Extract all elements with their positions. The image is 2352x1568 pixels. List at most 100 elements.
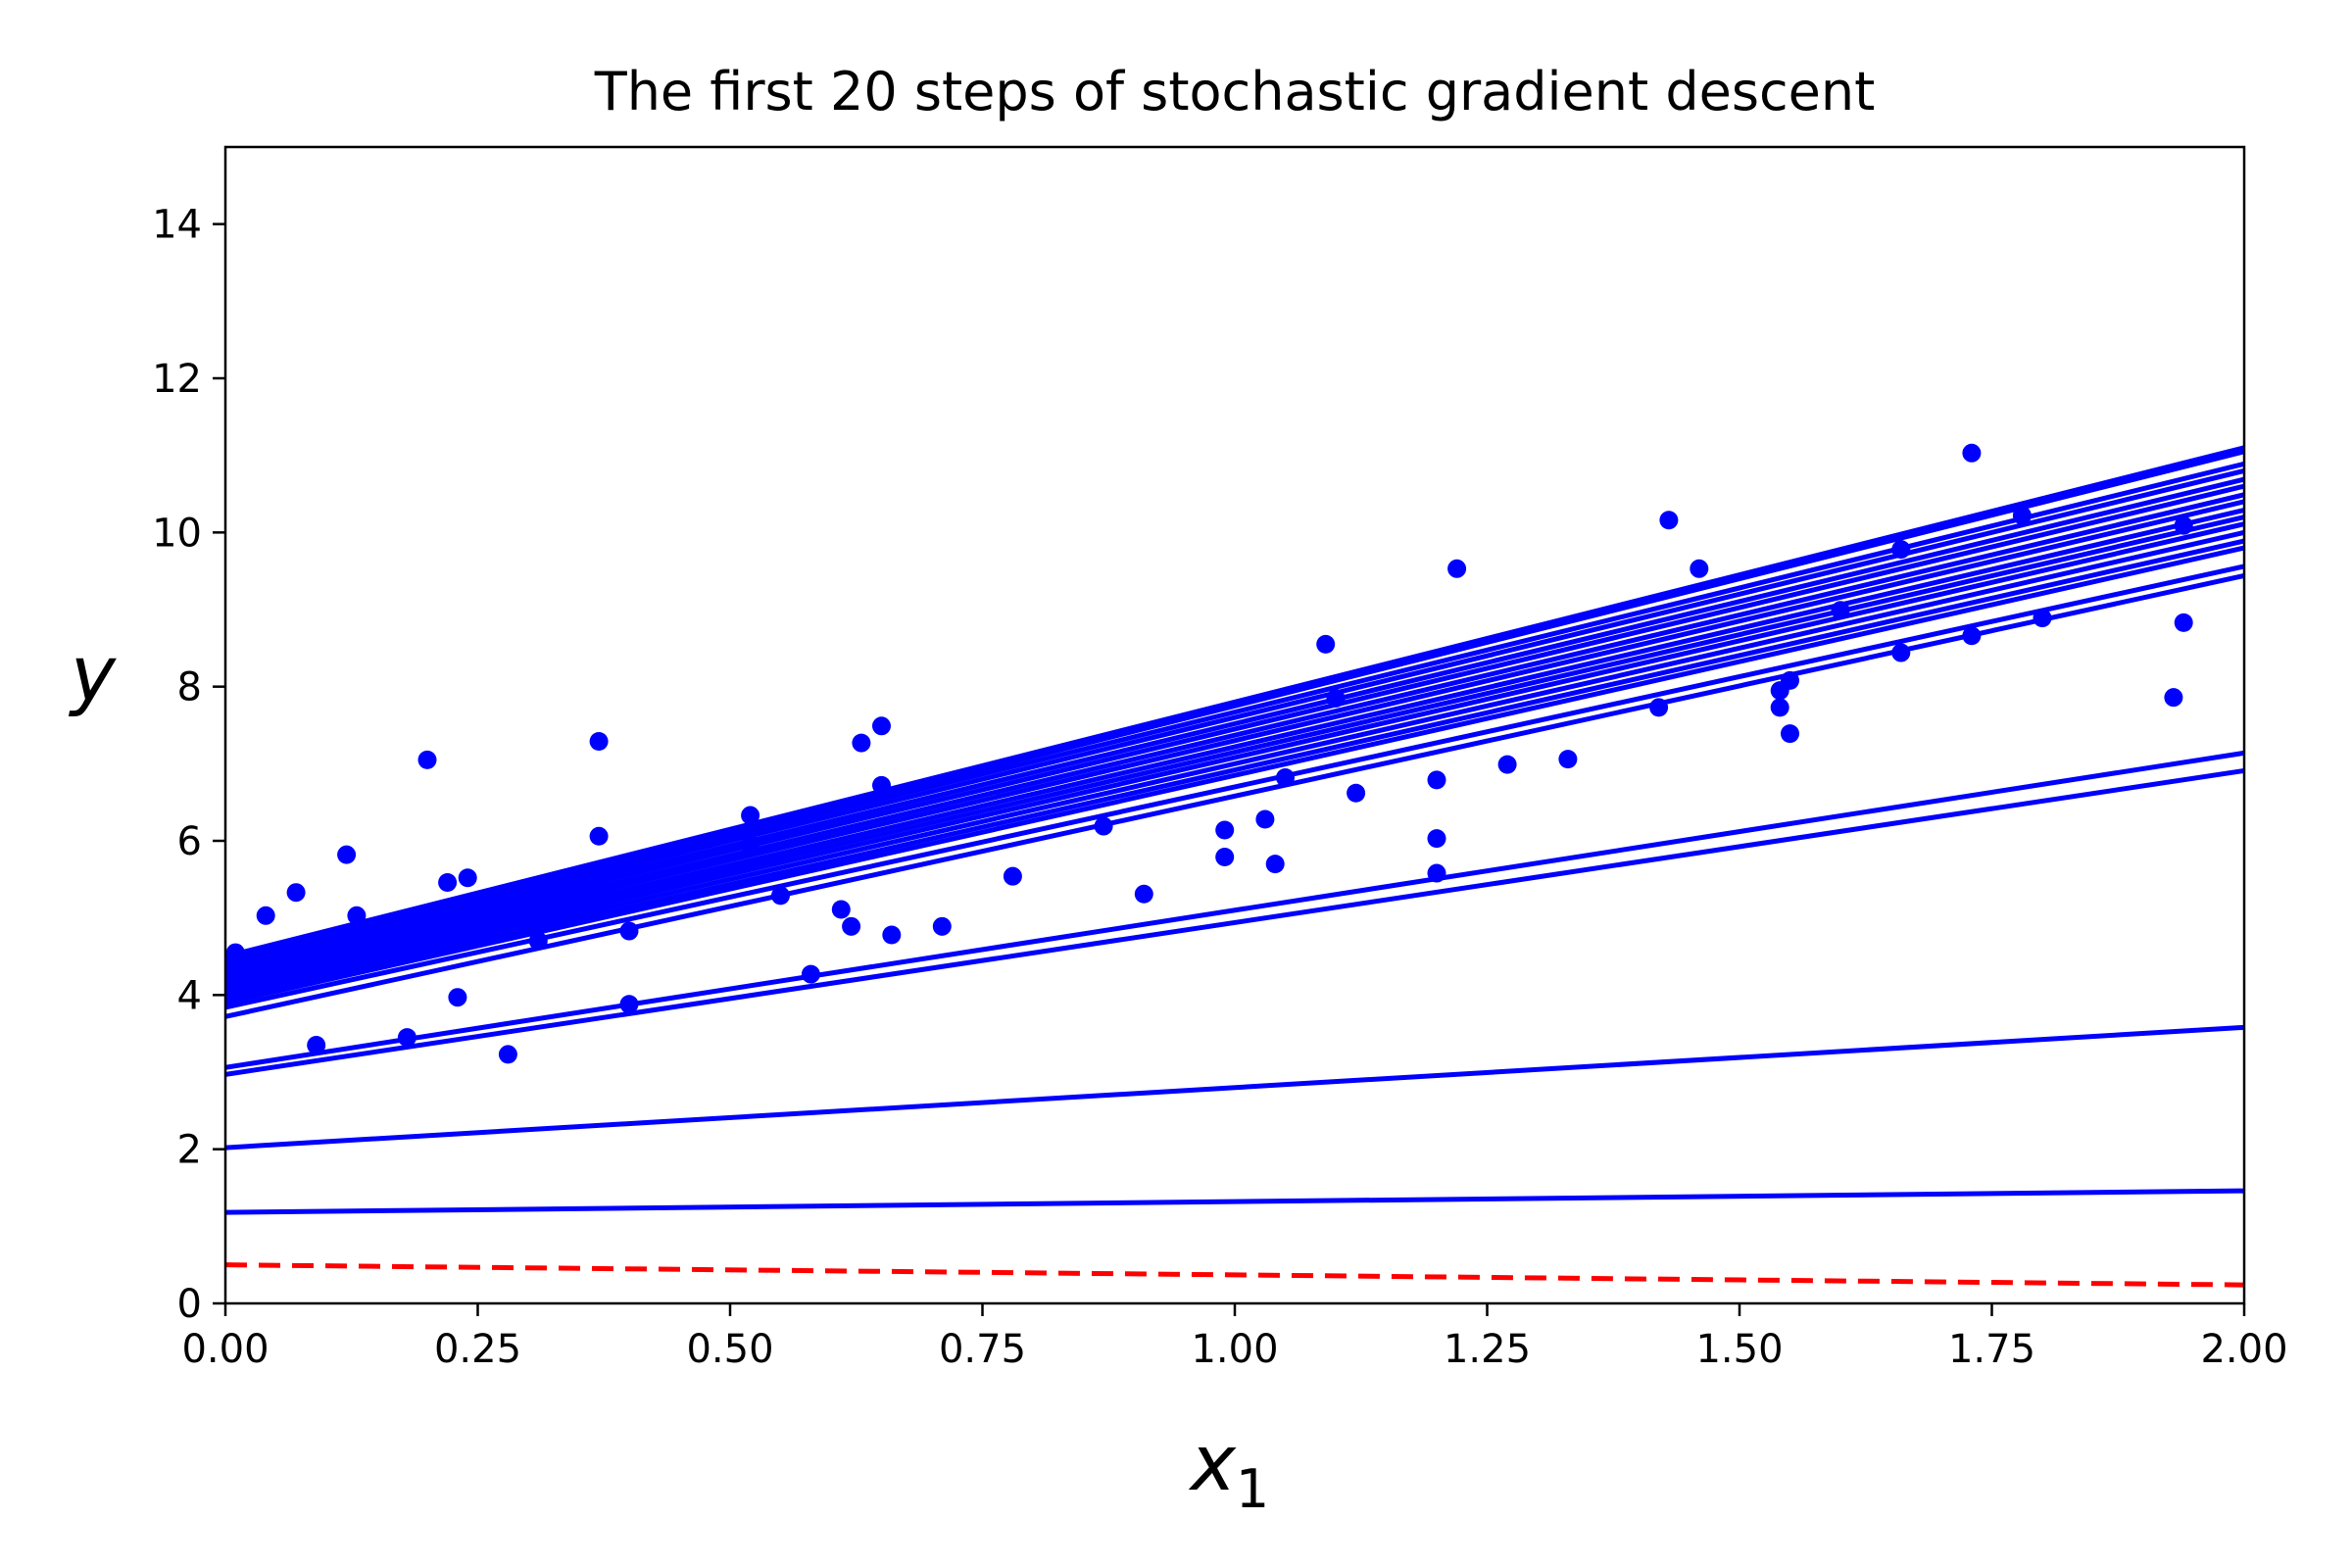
data-point-11 (498, 1045, 517, 1064)
data-point-55 (1962, 443, 1982, 463)
sgd-step-line-19 (225, 449, 2244, 963)
sgd-step-line-13 (225, 499, 2244, 983)
data-point-38 (1347, 783, 1366, 803)
data-point-3 (307, 1035, 326, 1054)
sgd-step-line-14 (225, 492, 2244, 979)
data-point-56 (1962, 626, 1982, 646)
data-point-7 (417, 750, 437, 769)
data-point-20 (801, 964, 820, 984)
y-tick-label: 4 (177, 973, 202, 1018)
sgd-step-line-10 (225, 521, 2244, 994)
sgd-step-line-4 (225, 750, 2244, 1070)
data-point-40 (1427, 863, 1446, 883)
data-point-0 (225, 943, 245, 962)
data-point-60 (2174, 612, 2193, 632)
data-point-44 (1558, 750, 1578, 769)
data-point-4 (337, 845, 357, 864)
data-point-35 (1276, 767, 1295, 787)
x-axis-label-base: x (1188, 1420, 1237, 1508)
sgd-step-line-2 (225, 1024, 2244, 1151)
y-tick-label: 10 (152, 511, 202, 556)
data-point-42 (1447, 559, 1467, 578)
data-point-36 (1316, 634, 1336, 654)
data-point-41 (1427, 770, 1446, 790)
data-point-13 (589, 826, 609, 846)
data-point-53 (1891, 540, 1911, 560)
sgd-step-line-11 (225, 514, 2244, 990)
data-point-58 (2033, 609, 2052, 628)
data-point-30 (1134, 884, 1153, 904)
x-tick-label: 1.25 (1444, 1327, 1531, 1372)
x-tick-label: 0.00 (181, 1327, 269, 1372)
data-point-57 (2012, 506, 2032, 525)
data-point-8 (438, 872, 458, 892)
data-point-9 (448, 988, 467, 1007)
x-tick-label: 1.75 (1948, 1327, 2035, 1372)
data-point-18 (741, 835, 760, 855)
sgd-step-line-1 (225, 1188, 2244, 1215)
data-point-17 (741, 806, 760, 825)
x-tick-label: 1.50 (1695, 1327, 1783, 1372)
data-point-45 (1649, 698, 1669, 717)
data-point-33 (1255, 809, 1275, 829)
sgd-step-line-6 (225, 564, 2244, 1010)
data-point-51 (1781, 670, 1799, 690)
data-point-6 (397, 1028, 416, 1048)
data-point-24 (872, 716, 891, 736)
y-tick-label: 14 (152, 203, 202, 248)
data-point-1 (256, 906, 275, 925)
initial-guess-line (225, 1262, 2244, 1288)
data-point-26 (882, 925, 902, 945)
chart-title: The first 20 steps of stochastic gradien… (594, 61, 1876, 122)
x-axis-ticks: 0.00 0.25 0.50 0.75 1.00 1.25 1.50 1.75 2.00 (181, 1303, 2288, 1372)
data-point-15 (619, 995, 639, 1014)
sgd-step-line-7 (225, 545, 2244, 1005)
sgd-step-line-12 (225, 508, 2244, 986)
y-tick-label: 12 (152, 357, 202, 402)
data-points (225, 443, 2193, 1064)
sgd-step-line-20 (225, 445, 2244, 959)
sgd-step-line-16 (225, 476, 2244, 971)
data-point-52 (1831, 601, 1850, 620)
data-point-31 (1215, 820, 1235, 840)
data-point-14 (589, 732, 609, 752)
plot-area (225, 443, 2244, 1288)
sgd-step-line-17 (225, 467, 2244, 967)
data-point-27 (932, 916, 952, 936)
data-point-16 (619, 921, 639, 941)
data-point-25 (872, 775, 891, 795)
data-point-12 (528, 931, 548, 951)
x-tick-label: 0.75 (939, 1327, 1026, 1372)
data-point-46 (1659, 511, 1679, 530)
x-axis-label: x1 (1188, 1420, 1270, 1520)
data-point-39 (1427, 829, 1446, 849)
data-point-43 (1497, 755, 1517, 774)
x-tick-label: 1.00 (1191, 1327, 1278, 1372)
data-point-29 (1094, 816, 1113, 836)
y-tick-label: 0 (177, 1282, 202, 1327)
data-point-50 (1781, 724, 1799, 744)
data-point-2 (286, 883, 306, 903)
sgd-step-line-5 (225, 572, 2244, 1019)
data-point-21 (831, 900, 851, 919)
x-tick-label: 2.00 (2200, 1327, 2287, 1372)
data-point-32 (1215, 848, 1235, 867)
x-tick-label: 0.25 (434, 1327, 521, 1372)
y-tick-label: 6 (177, 819, 202, 864)
data-point-19 (771, 886, 790, 906)
x-tick-label: 0.50 (686, 1327, 773, 1372)
data-point-59 (2164, 688, 2183, 708)
data-point-37 (1326, 688, 1346, 708)
sgd-step-line-3 (225, 767, 2244, 1077)
data-point-22 (842, 916, 861, 936)
y-axis-ticks: 0 2 4 6 8 10 12 14 (152, 203, 225, 1327)
data-point-61 (2174, 515, 2193, 535)
y-axis-label: y (69, 631, 118, 719)
y-tick-label: 2 (177, 1128, 202, 1173)
data-point-23 (852, 733, 871, 753)
data-point-49 (1770, 698, 1789, 717)
data-point-28 (1003, 866, 1022, 886)
data-point-5 (347, 906, 367, 925)
x-axis-label-subscript: 1 (1236, 1458, 1269, 1520)
